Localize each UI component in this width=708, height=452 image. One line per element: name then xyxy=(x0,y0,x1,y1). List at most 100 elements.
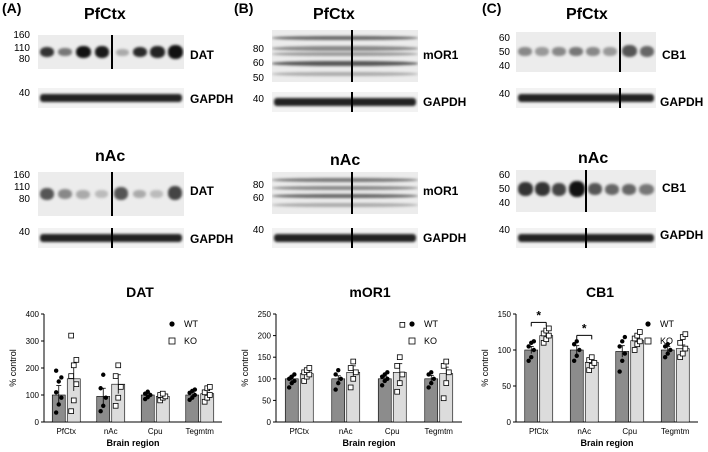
bar xyxy=(539,335,554,423)
y-tick-label: 250 xyxy=(258,310,272,319)
x-axis-label: Brain region xyxy=(580,438,633,448)
data-point-wt xyxy=(529,355,534,360)
ladder-label: 160 xyxy=(13,170,30,181)
data-point-wt xyxy=(385,370,390,375)
x-tick-label: nAc xyxy=(104,427,118,436)
western-blot-cb1-pfctx xyxy=(516,32,656,72)
y-tick-label: 0 xyxy=(507,418,512,427)
x-tick-label: Tegmtm xyxy=(425,427,454,436)
data-point-ko xyxy=(73,381,80,388)
bar-chart-dat: 0 100 200 300 400 % control Brain region PfCtx n… xyxy=(8,310,222,448)
ladder-label: 50 xyxy=(252,73,264,84)
data-point-wt xyxy=(333,372,338,377)
x-tick-label: PfCtx xyxy=(56,427,76,436)
y-tick-label: 300 xyxy=(26,337,40,346)
x-tick-label: PfCtx xyxy=(289,427,309,436)
x-tick-label: Cpu xyxy=(622,427,637,436)
data-point-ko xyxy=(118,384,124,390)
x-tick-label: Tegmtm xyxy=(186,427,215,436)
western-blot-gapdh-nac xyxy=(516,228,656,248)
western-blot-dat-pfctx xyxy=(38,35,184,69)
x-tick-label: Cpu xyxy=(148,427,163,436)
data-point-wt xyxy=(571,342,577,347)
data-point-wt xyxy=(665,342,670,347)
data-point-ko xyxy=(637,338,643,345)
significance-asterisk: * xyxy=(536,308,541,322)
data-point-ko xyxy=(70,362,77,369)
data-point-ko xyxy=(112,403,119,409)
x-tick-label: nAc xyxy=(577,427,591,436)
region-label-c-top: PfCtx xyxy=(566,6,608,23)
data-point-ko xyxy=(350,358,357,365)
data-point-wt xyxy=(53,368,59,373)
ladder-label: 160 xyxy=(13,30,30,41)
data-point-wt xyxy=(574,339,579,344)
data-point-ko xyxy=(115,362,122,369)
western-blot-mor1-pfctx xyxy=(272,30,418,82)
y-tick-label: 200 xyxy=(258,332,272,341)
data-point-wt xyxy=(622,351,628,356)
bar-chart-mor1: 0 50 100 150 200 250 % control Brain region PfCt… xyxy=(240,310,462,448)
data-point-ko xyxy=(70,397,77,404)
y-tick-label: 400 xyxy=(26,310,40,319)
y-tick-label: 150 xyxy=(258,353,272,362)
loading-control-label: GAPDH xyxy=(423,231,467,245)
data-point-wt xyxy=(665,351,670,356)
y-tick-label: 50 xyxy=(502,382,511,391)
data-point-wt xyxy=(336,367,341,373)
data-point-ko xyxy=(588,354,595,360)
data-point-ko xyxy=(682,345,689,352)
data-point-wt xyxy=(531,347,537,353)
y-tick-label: 50 xyxy=(262,396,271,405)
data-point-ko xyxy=(68,373,74,379)
data-point-ko xyxy=(399,321,406,328)
ladder-label: 110 xyxy=(14,43,30,54)
legend-label-wt: WT xyxy=(184,319,198,329)
y-tick-label: 100 xyxy=(258,375,272,384)
data-point-wt xyxy=(192,387,198,392)
western-blot-gapdh-pfctx xyxy=(272,92,418,112)
ladder-label: 60 xyxy=(252,58,264,69)
legend-label-ko: KO xyxy=(184,336,197,346)
data-point-ko xyxy=(682,331,689,337)
protein-label: mOR1 xyxy=(423,184,459,198)
western-blot-dat-nac xyxy=(38,172,184,216)
data-point-wt xyxy=(101,403,106,408)
data-point-ko xyxy=(394,363,400,369)
significance-asterisk: * xyxy=(582,321,587,335)
bar xyxy=(660,349,675,423)
data-point-wt xyxy=(429,380,434,386)
data-point-wt xyxy=(429,370,434,375)
protein-label: DAT xyxy=(190,48,214,62)
data-point-ko xyxy=(637,329,643,335)
ladder-label: 40 xyxy=(498,225,510,236)
loading-control-label: GAPDH xyxy=(660,228,704,242)
data-point-ko xyxy=(546,325,552,332)
data-point-wt xyxy=(662,355,668,360)
ladder-label: 60 xyxy=(252,193,264,204)
panel-label-a: (A) xyxy=(2,0,22,16)
data-point-wt xyxy=(103,395,109,400)
data-point-wt xyxy=(145,389,150,394)
chart-title-mor1: mOR1 xyxy=(349,284,391,300)
ladder-label: 40 xyxy=(498,198,510,209)
ladder-label: 50 xyxy=(498,184,510,195)
data-point-ko xyxy=(677,340,683,346)
y-tick-label: 100 xyxy=(26,391,40,400)
data-point-ko xyxy=(399,371,406,378)
data-point-ko xyxy=(112,373,119,379)
data-point-wt xyxy=(526,344,531,349)
western-blot-gapdh-pfctx xyxy=(38,88,184,108)
legend-marker-ko xyxy=(168,337,176,345)
panel-label-c: (C) xyxy=(482,0,502,16)
bar-chart-cb1: 0 50 100 150 % control Brain region PfCtx * nAc *… xyxy=(480,308,698,448)
data-point-ko xyxy=(396,380,403,386)
data-point-wt xyxy=(333,387,338,392)
western-blot-cb1-nac xyxy=(516,170,656,212)
data-point-wt xyxy=(98,409,103,414)
ladder-label: 80 xyxy=(252,44,264,55)
data-point-wt xyxy=(292,372,297,377)
data-point-wt xyxy=(574,353,579,358)
data-point-wt xyxy=(98,386,103,391)
data-point-wt xyxy=(338,376,344,381)
